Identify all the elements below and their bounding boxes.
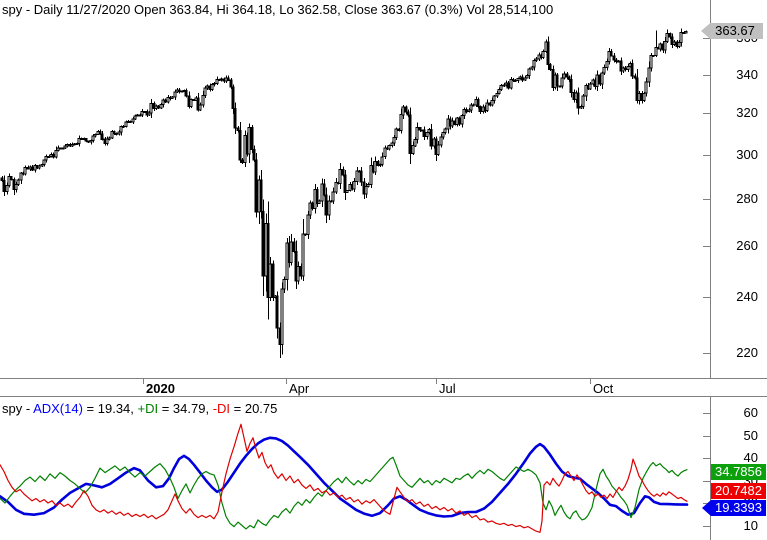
axis-tick-label: 10 [743,518,758,533]
axis-tick-label: Jul [439,381,456,396]
adx-title-segment: = 34.79, [158,401,213,416]
adx-indicator-panel[interactable] [0,397,767,540]
axis-tick-label: Oct [593,381,614,396]
price-chart-canvas[interactable] [0,0,767,397]
axis-tick-label: 60 [743,405,758,420]
adx-indicator-title: spy - ADX(14) = 19.34, +DI = 34.79, -DI … [2,401,277,416]
axis-tick-label: 2020 [146,381,175,396]
axis-tick-label: 50 [743,428,758,443]
adx-title-segment: spy - [2,401,34,416]
axis-tick-label: 220 [736,345,758,360]
adx-title-segment: ADX(14) [33,401,83,416]
adx-title-segment: -DI [212,401,231,416]
indicator-value-tag: 19.3393 [702,500,766,516]
axis-tick-label: 300 [736,147,758,162]
adx-title-segment: +DI [137,401,159,416]
axis-tick-label: 260 [736,238,758,253]
axis-tick-label: Apr [289,381,310,396]
price-chart-panel[interactable] [0,0,767,397]
indicator-value-tag: 20.7482 [711,483,766,499]
adx-title-segment: = 20.75 [230,401,278,416]
indicator-value-tag: 34.7856 [711,464,766,480]
axis-tick-label: 240 [736,289,758,304]
price-chart-title: spy - Daily 11/27/2020 Open 363.84, Hi 3… [2,2,554,17]
adx-chart-canvas[interactable] [0,397,767,540]
last-price-value: 363.67 [715,23,755,38]
last-price-tag: 363.67 [701,23,763,39]
axis-tick-label: 280 [736,191,758,206]
axis-tick-label: 340 [736,67,758,82]
adx-title-segment: = 19.34, [82,401,138,416]
axis-tick-label: 40 [743,450,758,465]
axis-tick-label: 320 [736,105,758,120]
